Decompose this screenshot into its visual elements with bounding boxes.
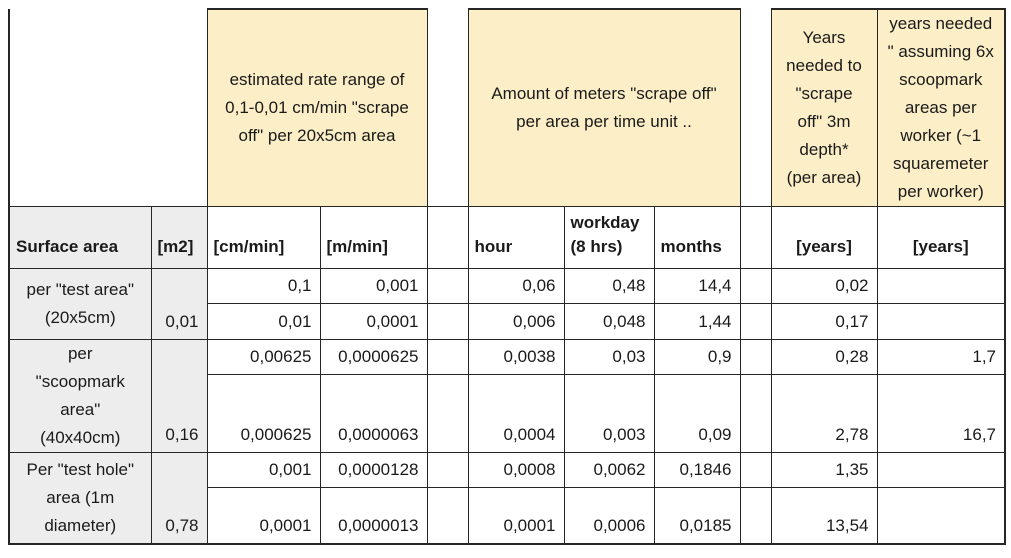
spacer-cell [426,268,469,304]
hour-value: 0,006 [467,303,565,340]
m-min-value: 0,0000013 [319,487,428,545]
col-header-m2: [m2] [150,206,208,269]
spacer-cell [739,268,772,304]
empty-corner-cell [8,9,208,207]
spacer-cell [426,487,469,545]
col-header-years-a: [years] [770,206,878,269]
years-a-value: 1,35 [770,452,878,488]
data-row: 0,0001 0,0000013 0,0001 0,0006 0,0185 13… [9,487,1006,545]
spacer-cell [426,303,469,340]
cm-min-value: 0,000625 [206,374,321,453]
cm-min-value: 0,0001 [206,487,321,545]
years-b-value: 16,7 [876,374,1006,453]
workday-value: 0,03 [563,339,655,375]
months-value: 0,9 [653,339,741,375]
years-a-value: 13,54 [770,487,878,545]
hour-value: 0,0008 [467,452,565,488]
col-header-m-min: [m/min] [319,206,428,269]
months-value: 0,1846 [653,452,741,488]
months-value: 14,4 [653,268,741,304]
years-a-value: 0,17 [770,303,878,340]
surface-area-label: per "scoopmark area" (40x40cm) [8,339,152,453]
col-header-workday: workday (8 hrs) [563,206,655,269]
m2-value: 0,01 [150,268,208,340]
column-header-row: Surface area [m2] [cm/min] [m/min] hour … [8,206,1006,269]
surface-area-label: per "test area" (20x5cm) [8,268,152,340]
col-header-cm-min: [cm/min] [206,206,321,269]
hour-value: 0,06 [467,268,565,304]
m-min-value: 0,001 [319,268,428,304]
col-header-surface-area: Surface area [8,206,152,269]
months-value: 1,44 [653,303,741,340]
years-b-value [876,268,1006,304]
big-header-row: estimated rate range of 0,1-0,01 cm/min … [8,8,1006,207]
spacer-cell [426,206,469,269]
m-min-value: 0,0001 [319,303,428,340]
spacer-cell [739,487,772,545]
spacer-cell [739,452,772,488]
years-a-value: 2,78 [770,374,878,453]
years-b-value [876,303,1006,340]
spacer-cell [739,206,772,269]
data-row: per "scoopmark area" (40x40cm) 0,16 0,00… [8,339,1006,453]
data-row: per "test area" (20x5cm) 0,01 0,1 0,001 … [8,268,1006,340]
data-row: 0,000625 0,0000063 0,0004 0,003 0,09 2,7… [9,374,1006,453]
workday-value: 0,0062 [563,452,655,488]
workday-value: 0,048 [563,303,655,340]
data-row: 0,01 0,0001 0,006 0,048 1,44 0,17 [9,303,1006,340]
spacer-cell [739,9,772,207]
workday-value: 0,48 [563,268,655,304]
hour-value: 0,0001 [467,487,565,545]
col-header-months: months [653,206,741,269]
months-value: 0,0185 [653,487,741,545]
years-b-value [876,452,1006,488]
data-row: Per "test hole" area (1m diameter) 0,78 … [8,452,1006,545]
spacer-cell [739,374,772,453]
workday-value: 0,0006 [563,487,655,545]
spacer-cell [426,339,469,375]
years-b-value [876,487,1006,545]
m-min-value: 0,0000063 [319,374,428,453]
col-header-hour: hour [467,206,565,269]
header-rate-range: estimated rate range of 0,1-0,01 cm/min … [206,8,428,207]
cm-min-value: 0,001 [206,452,321,488]
spacer-cell [739,303,772,340]
m2-value: 0,16 [150,339,208,453]
hour-value: 0,0004 [467,374,565,453]
m2-value: 0,78 [150,452,208,545]
cm-min-value: 0,01 [206,303,321,340]
col-header-years-b: [years] [876,206,1006,269]
m-min-value: 0,0000625 [319,339,428,375]
scrape-off-estimate-table: estimated rate range of 0,1-0,01 cm/min … [8,8,1006,545]
m-min-value: 0,0000128 [319,452,428,488]
surface-area-label: Per "test hole" area (1m diameter) [8,452,152,545]
spacer-cell [426,452,469,488]
years-a-value: 0,28 [770,339,878,375]
spacer-cell [739,339,772,375]
years-b-value: 1,7 [876,339,1006,375]
months-value: 0,09 [653,374,741,453]
header-years-6x-scoopmark: years needed " assuming 6x scoopmark are… [876,8,1006,207]
workday-value: 0,003 [563,374,655,453]
cm-min-value: 0,1 [206,268,321,304]
header-amount-meters: Amount of meters "scrape off" per area p… [467,8,741,207]
cm-min-value: 0,00625 [206,339,321,375]
spacer-cell [426,374,469,453]
years-a-value: 0,02 [770,268,878,304]
spacer-cell [426,9,469,207]
header-years-3m-depth: Years needed to "scrape off" 3m depth* (… [770,8,878,207]
hour-value: 0,0038 [467,339,565,375]
